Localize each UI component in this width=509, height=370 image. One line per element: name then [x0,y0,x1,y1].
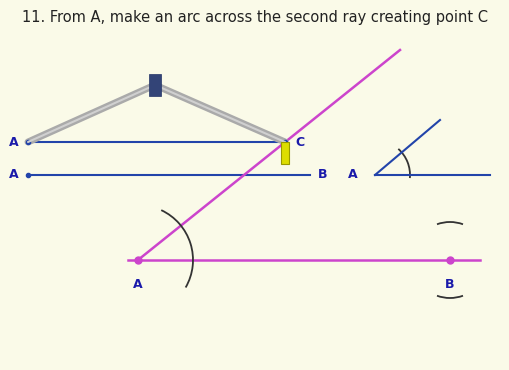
Text: B: B [444,278,454,291]
Text: C: C [294,135,303,148]
Text: 11. From A, make an arc across the second ray creating point C: 11. From A, make an arc across the secon… [22,10,487,25]
Text: B: B [318,168,327,182]
Text: A: A [9,135,19,148]
Text: A: A [9,168,19,182]
FancyBboxPatch shape [280,142,289,164]
FancyBboxPatch shape [149,74,161,96]
Text: A: A [133,278,143,291]
Text: A: A [348,168,357,182]
